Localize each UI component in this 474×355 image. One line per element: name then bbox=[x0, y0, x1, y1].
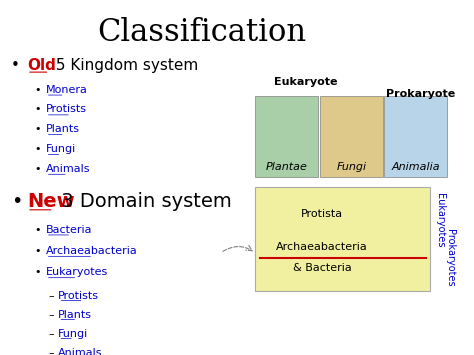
Text: •: • bbox=[11, 192, 22, 211]
Text: 3 Domain system: 3 Domain system bbox=[55, 192, 232, 211]
Text: •: • bbox=[34, 124, 40, 134]
Text: Protists: Protists bbox=[46, 104, 87, 115]
Text: Plantae: Plantae bbox=[266, 162, 308, 172]
Text: New: New bbox=[27, 192, 75, 211]
Text: Fungi: Fungi bbox=[46, 144, 76, 154]
Text: Fungi: Fungi bbox=[336, 162, 366, 172]
Text: •: • bbox=[34, 246, 40, 256]
Text: Protists: Protists bbox=[58, 291, 99, 301]
Text: Animals: Animals bbox=[46, 164, 90, 174]
Text: •: • bbox=[34, 267, 40, 277]
Text: Eukaryote: Eukaryote bbox=[274, 77, 337, 87]
Text: •: • bbox=[34, 144, 40, 154]
Text: Eukaryotes: Eukaryotes bbox=[46, 267, 108, 277]
Bar bbox=[255, 187, 430, 291]
Text: Archaeabacteria: Archaeabacteria bbox=[46, 246, 137, 256]
Text: Classification: Classification bbox=[97, 17, 307, 48]
Text: Animalia: Animalia bbox=[392, 162, 440, 172]
Text: Old: Old bbox=[27, 58, 56, 73]
Text: •: • bbox=[11, 58, 19, 73]
Text: –: – bbox=[48, 291, 54, 301]
Text: •: • bbox=[34, 104, 40, 115]
Text: Fungi: Fungi bbox=[58, 329, 89, 339]
Text: Prokaryotes: Prokaryotes bbox=[445, 229, 455, 286]
Text: & Bacteria: & Bacteria bbox=[292, 263, 351, 273]
Text: Eukaryotes: Eukaryotes bbox=[435, 193, 445, 247]
Text: –: – bbox=[48, 329, 54, 339]
Text: Bacteria: Bacteria bbox=[46, 225, 92, 235]
Text: Protista: Protista bbox=[301, 209, 343, 219]
Text: •: • bbox=[34, 85, 40, 95]
Text: –: – bbox=[48, 310, 54, 320]
Bar bbox=[320, 96, 383, 178]
Bar bbox=[384, 96, 447, 178]
Text: Prokaryote: Prokaryote bbox=[386, 89, 456, 99]
Text: 5 Kingdom system: 5 Kingdom system bbox=[51, 58, 198, 73]
Text: •: • bbox=[34, 164, 40, 174]
Text: Animals: Animals bbox=[58, 348, 103, 355]
Text: –: – bbox=[48, 348, 54, 355]
Text: •: • bbox=[34, 225, 40, 235]
Bar bbox=[255, 96, 319, 178]
Text: Plants: Plants bbox=[58, 310, 92, 320]
Text: Plants: Plants bbox=[46, 124, 80, 134]
Text: Archaeabacteria: Archaeabacteria bbox=[276, 242, 368, 252]
Text: Monera: Monera bbox=[46, 85, 88, 95]
